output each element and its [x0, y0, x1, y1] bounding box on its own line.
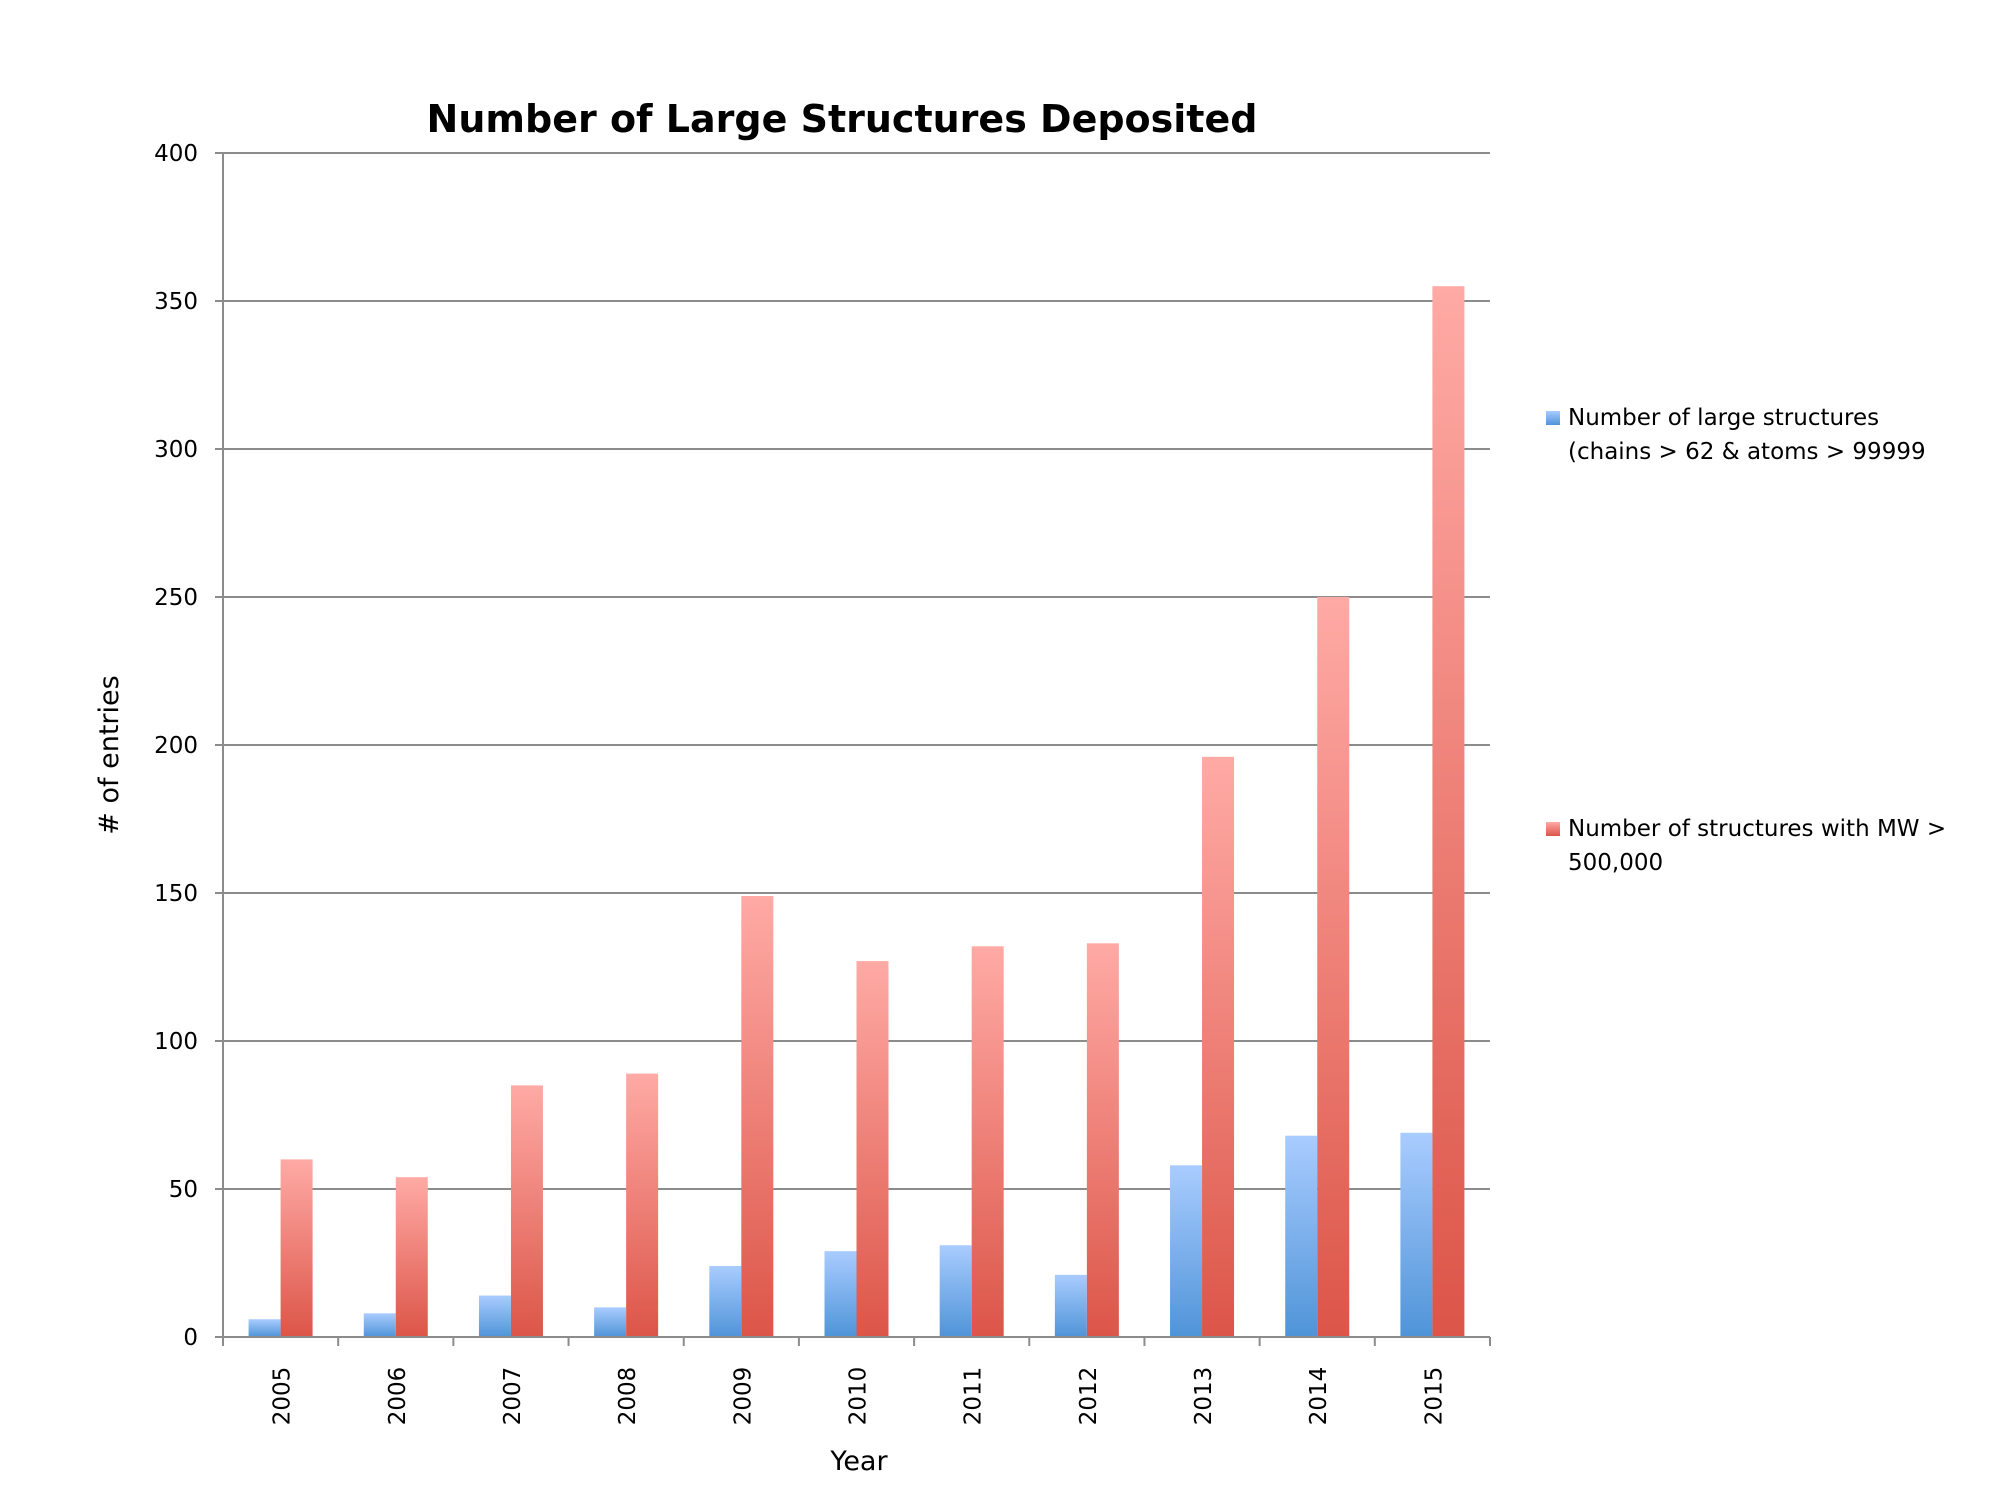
legend: Number of large structures (chains > 62 &…: [1546, 405, 1946, 876]
bar-mw-500k-2013: [1202, 756, 1235, 1337]
x-tick-label: 2013: [1191, 1367, 1217, 1426]
bars: [248, 286, 1465, 1338]
bar-mw-500k-2007: [510, 1085, 543, 1337]
x-axis-label: Year: [829, 1446, 888, 1477]
legend-label: Number of large structures: [1568, 405, 1879, 431]
legend-swatch: [1546, 411, 1560, 425]
legend-item: Number of structures with MW > 500,000: [1546, 816, 1946, 876]
y-axis-ticks: 0 50 100 150 200 250 300 350 400: [154, 141, 223, 1351]
bar-large-structures-2014: [1285, 1135, 1318, 1337]
y-tick-label: 0: [183, 1325, 198, 1351]
x-tick-label: 2014: [1306, 1367, 1332, 1426]
x-tick-label: 2015: [1421, 1367, 1447, 1426]
bar-mw-500k-2010: [856, 961, 889, 1337]
legend-label: (chains > 62 & atoms > 99999: [1568, 439, 1926, 465]
x-tick-label: 2012: [1076, 1367, 1102, 1426]
y-tick-label: 200: [154, 733, 198, 759]
y-tick-label: 250: [154, 585, 198, 611]
legend-label: Number of structures with MW >: [1568, 816, 1946, 842]
y-tick-label: 400: [154, 141, 198, 167]
gridlines: [223, 152, 1490, 1190]
bar-large-structures-2012: [1054, 1274, 1087, 1337]
y-tick-label: 50: [169, 1177, 198, 1203]
bar-mw-500k-2008: [626, 1073, 659, 1337]
x-tick-label: 2010: [846, 1367, 872, 1426]
bar-mw-500k-2009: [741, 895, 774, 1337]
bar-large-structures-2008: [594, 1307, 627, 1337]
y-tick-label: 100: [154, 1029, 198, 1055]
x-tick-label: 2011: [961, 1367, 987, 1426]
y-tick-label: 350: [154, 289, 198, 315]
bar-large-structures-2009: [709, 1265, 742, 1337]
x-axis-ticks: 2005 2006 2007 2008 2009 2010 2011 2012 2013 2014…: [222, 1337, 1491, 1426]
y-tick-label: 150: [154, 881, 198, 907]
x-tick-label: 2007: [500, 1367, 526, 1426]
y-axis-label: # of entries: [94, 675, 125, 834]
bar-mw-500k-2012: [1086, 943, 1119, 1337]
x-tick-label: 2009: [730, 1367, 756, 1426]
y-tick-label: 300: [154, 437, 198, 463]
bar-mw-500k-2006: [395, 1177, 428, 1337]
axes: [222, 153, 1490, 1338]
bar-large-structures-2015: [1400, 1132, 1433, 1337]
legend-label: 500,000: [1568, 850, 1663, 876]
bar-large-structures-2007: [478, 1295, 511, 1337]
bar-mw-500k-2014: [1317, 597, 1350, 1337]
x-tick-label: 2008: [615, 1367, 641, 1426]
bar-large-structures-2010: [824, 1251, 857, 1337]
bar-mw-500k-2015: [1432, 286, 1465, 1338]
bar-large-structures-2005: [248, 1319, 281, 1337]
chart-title: Number of Large Structures Deposited: [427, 97, 1258, 141]
bar-large-structures-2013: [1170, 1165, 1203, 1337]
bar-large-structures-2006: [363, 1313, 396, 1337]
bar-mw-500k-2005: [280, 1159, 313, 1337]
bar-mw-500k-2011: [971, 946, 1004, 1337]
x-tick-label: 2006: [385, 1367, 411, 1426]
bar-large-structures-2011: [939, 1245, 972, 1337]
x-tick-label: 2005: [270, 1367, 296, 1426]
legend-swatch: [1546, 822, 1560, 836]
legend-item: Number of large structures (chains > 62 &…: [1546, 405, 1926, 465]
